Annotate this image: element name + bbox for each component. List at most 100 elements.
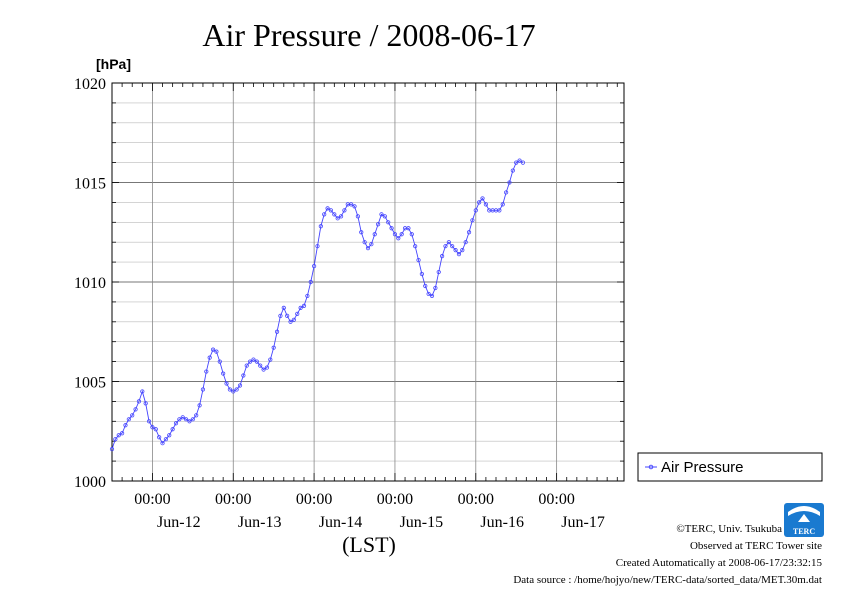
data-point bbox=[355, 214, 360, 219]
data-point bbox=[416, 258, 421, 263]
grid-lines bbox=[112, 83, 624, 481]
data-point bbox=[271, 345, 276, 350]
data-point bbox=[150, 425, 155, 430]
data-point bbox=[396, 236, 401, 241]
data-point bbox=[291, 317, 296, 322]
data-point bbox=[109, 447, 115, 452]
x-tick-time-label: 00:00 bbox=[215, 491, 251, 508]
data-point bbox=[520, 160, 526, 165]
data-point bbox=[477, 200, 482, 205]
data-point bbox=[116, 433, 121, 438]
data-point bbox=[194, 413, 199, 418]
x-tick-date-label: Jun-16 bbox=[480, 514, 524, 531]
data-point bbox=[332, 212, 337, 217]
data-point bbox=[288, 319, 293, 324]
data-point bbox=[443, 244, 448, 249]
data-point bbox=[204, 369, 209, 374]
data-point bbox=[258, 363, 263, 368]
logo-wave bbox=[788, 506, 820, 516]
terc-logo: TERC bbox=[784, 503, 824, 537]
data-point bbox=[359, 230, 364, 235]
data-point bbox=[419, 271, 424, 277]
data-point bbox=[497, 208, 502, 213]
series-line-air-pressure bbox=[111, 160, 524, 450]
data-point bbox=[177, 417, 182, 422]
data-point bbox=[413, 244, 418, 249]
data-point bbox=[500, 202, 505, 207]
data-point bbox=[335, 216, 340, 221]
data-point bbox=[251, 357, 256, 362]
data-source-text: Data source : /home/hojyo/new/TERC-data/… bbox=[513, 574, 822, 586]
data-point bbox=[362, 240, 367, 245]
data-point bbox=[466, 230, 472, 235]
data-point bbox=[210, 347, 216, 352]
data-point bbox=[207, 355, 212, 360]
data-point bbox=[146, 419, 152, 424]
data-point bbox=[268, 357, 273, 362]
data-point bbox=[426, 291, 431, 297]
data-point bbox=[278, 313, 283, 318]
data-point bbox=[160, 441, 165, 446]
y-axis-ticks: 1000 1005 1010 1015 1020 bbox=[74, 76, 624, 491]
chart-title: Air Pressure / 2008-06-17 bbox=[202, 17, 535, 53]
data-point bbox=[409, 232, 414, 237]
x-axis-ticks: 00:00 Jun-12 00:00 Jun-13 00:00 Jun-14 00:00 Ju… bbox=[111, 83, 618, 531]
data-point bbox=[227, 387, 232, 392]
data-point bbox=[130, 413, 135, 418]
credits: ©TERC, Univ. Tsukuba Observed at TERC To… bbox=[513, 523, 822, 586]
data-point bbox=[254, 359, 259, 364]
data-point bbox=[285, 313, 290, 318]
data-point bbox=[261, 367, 266, 372]
data-point bbox=[365, 246, 371, 251]
data-point bbox=[392, 232, 398, 237]
data-point bbox=[423, 283, 428, 289]
data-point bbox=[507, 180, 512, 185]
data-point bbox=[264, 365, 270, 370]
data-point bbox=[372, 232, 377, 237]
data-point bbox=[126, 417, 131, 422]
data-point bbox=[123, 423, 128, 428]
created-text: Created Automatically at 2008-06-17/23:3… bbox=[616, 557, 823, 569]
data-point bbox=[436, 269, 441, 275]
legend-box bbox=[637, 452, 823, 482]
data-point bbox=[376, 222, 381, 227]
data-point bbox=[308, 279, 313, 285]
data-point bbox=[190, 417, 195, 422]
data-point bbox=[463, 240, 468, 245]
data-point bbox=[173, 421, 179, 426]
data-point bbox=[369, 242, 374, 247]
y-tick-label: 1005 bbox=[74, 375, 106, 392]
legend: Air Pressure bbox=[637, 452, 823, 482]
data-point bbox=[187, 419, 192, 424]
data-point bbox=[153, 427, 158, 432]
data-point bbox=[325, 206, 330, 211]
x-axis-label: (LST) bbox=[342, 532, 396, 557]
data-point bbox=[440, 254, 445, 259]
y-axis-unit: [hPa] bbox=[96, 56, 131, 72]
data-point bbox=[163, 437, 168, 442]
data-point bbox=[143, 401, 148, 406]
x-tick-date-label: Jun-15 bbox=[400, 514, 444, 531]
data-point bbox=[170, 427, 175, 432]
data-point bbox=[514, 160, 519, 165]
data-point bbox=[217, 359, 222, 364]
data-point bbox=[312, 263, 317, 269]
data-point bbox=[338, 214, 344, 219]
data-point bbox=[167, 433, 172, 438]
copyright-text: ©TERC, Univ. Tsukuba bbox=[676, 523, 782, 535]
data-point bbox=[399, 232, 404, 237]
data-point bbox=[197, 403, 202, 408]
data-point bbox=[120, 431, 125, 436]
data-point bbox=[456, 252, 462, 257]
observed-text: Observed at TERC Tower site bbox=[690, 540, 822, 552]
data-point bbox=[483, 202, 488, 207]
legend-marker bbox=[648, 464, 654, 470]
data-point bbox=[295, 311, 300, 316]
data-point bbox=[224, 381, 229, 386]
data-point bbox=[244, 363, 249, 368]
x-tick-time-label: 00:00 bbox=[134, 491, 170, 508]
data-point bbox=[305, 293, 310, 299]
data-point bbox=[510, 168, 515, 173]
data-point bbox=[470, 218, 475, 223]
